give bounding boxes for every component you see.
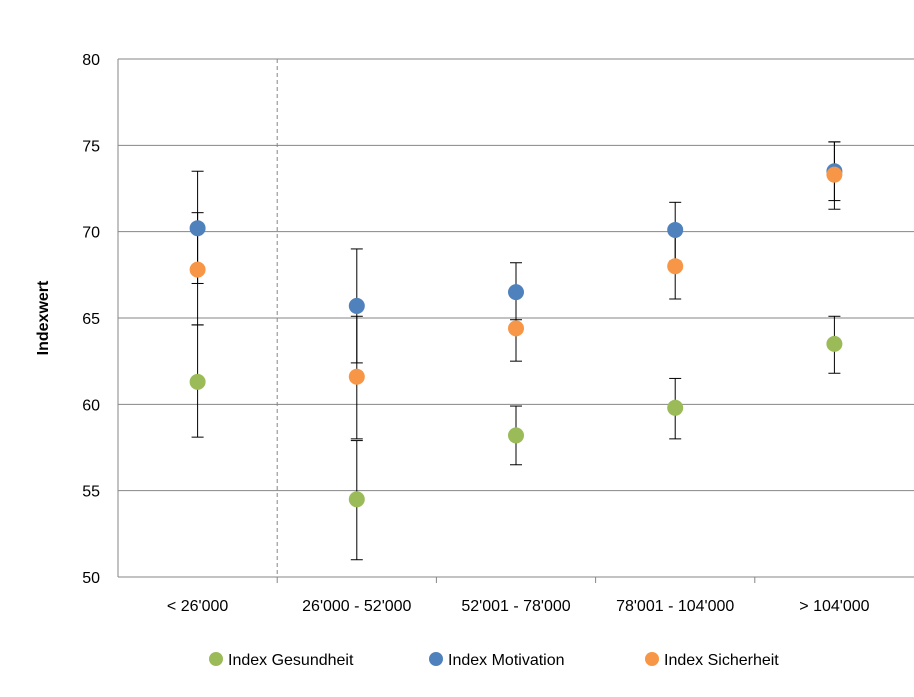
data-point [667,399,684,416]
data-point [667,258,684,275]
legend-label: Index Sicherheit [664,652,779,669]
x-tick-label: < 26'000 [167,598,228,615]
legend: Index Gesundheit Index Motivation Index Si… [209,652,779,669]
legend-item: Index Gesundheit [209,652,354,669]
y-tick-label: 70 [82,225,100,242]
legend-item: Index Motivation [429,652,565,669]
data-point [508,284,524,301]
y-tick-label: 75 [82,138,100,155]
legend-item: Index Sicherheit [645,652,779,669]
y-tick-label: 60 [82,397,100,414]
data-point [189,373,206,390]
x-tick-label: > 104'000 [799,598,869,615]
legend-marker [645,652,659,666]
data-point [189,220,206,237]
data-point [508,320,524,337]
legend-label: Index Gesundheit [228,652,354,669]
legend-label: Index Motivation [448,652,565,669]
axes [117,59,914,583]
data-point [348,368,365,385]
y-tick-label: 50 [82,570,100,587]
data-point [667,221,684,238]
data-point [508,427,524,444]
data-point [826,335,843,352]
x-tick-label: 26'000 - 52'000 [302,598,411,615]
data-points [189,163,843,508]
legend-marker [429,652,443,666]
y-tick-labels: 50 55 60 65 70 75 80 [82,52,100,587]
data-point [348,491,365,508]
y-tick-label: 65 [82,311,100,328]
x-tick-labels: < 26'000 26'000 - 52'000 52'001 - 78'000 78… [167,598,870,615]
x-tick-label: 78'001 - 104'000 [616,598,734,615]
data-point [189,261,206,278]
y-axis-title: Indexwert [35,280,52,355]
y-tick-label: 55 [82,484,100,501]
data-point [826,166,843,183]
legend-marker [209,652,223,666]
x-tick-label: 52'001 - 78'000 [461,598,570,615]
data-point [348,297,365,314]
y-tick-label: 80 [82,52,100,69]
